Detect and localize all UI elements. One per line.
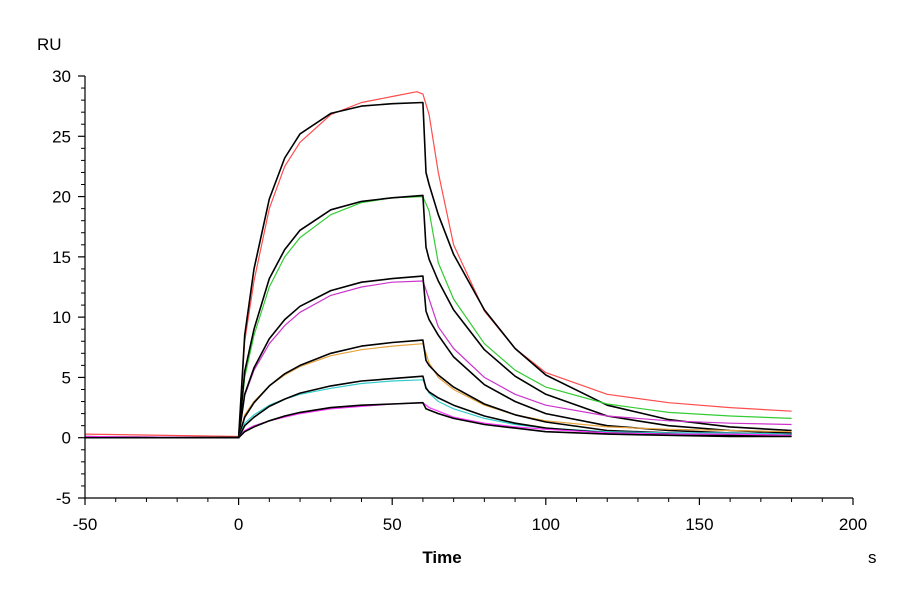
y-tick-label: 30 — [52, 67, 71, 86]
fit-curve-7 — [85, 339, 792, 439]
x-tick-label: -50 — [73, 515, 98, 534]
y-tick-label: 25 — [52, 127, 71, 146]
response-curve-8 — [84, 379, 792, 439]
x-axis-unit: s — [868, 548, 877, 567]
x-tick-label: 200 — [839, 515, 867, 534]
fit-curve-9 — [85, 375, 792, 439]
y-tick-label: 10 — [52, 308, 71, 327]
series-layer — [84, 91, 792, 439]
response-curve-0 — [84, 91, 792, 438]
fit-curve-3 — [85, 194, 792, 439]
y-tick-label: 5 — [62, 368, 71, 387]
x-tick-label: 0 — [234, 515, 243, 534]
y-tick-label: -5 — [56, 489, 71, 508]
y-axis-unit: RU — [37, 35, 62, 54]
x-ticks: -50 0 50 100 150 200 — [73, 498, 867, 534]
x-tick-label: 100 — [532, 515, 560, 534]
fit-curve-5 — [85, 275, 792, 439]
response-curve-6 — [84, 343, 792, 439]
y-tick-label: 15 — [52, 248, 71, 267]
fit-curve-1 — [85, 101, 792, 439]
fit-curve-11 — [85, 401, 792, 439]
y-tick-label: 20 — [52, 188, 71, 207]
x-axis-title: Time — [422, 548, 461, 567]
x-tick-label: 150 — [685, 515, 713, 534]
y-ticks: -5 0 5 10 15 20 25 30 — [52, 67, 85, 508]
y-tick-label: 0 — [62, 429, 71, 448]
x-tick-label: 50 — [383, 515, 402, 534]
